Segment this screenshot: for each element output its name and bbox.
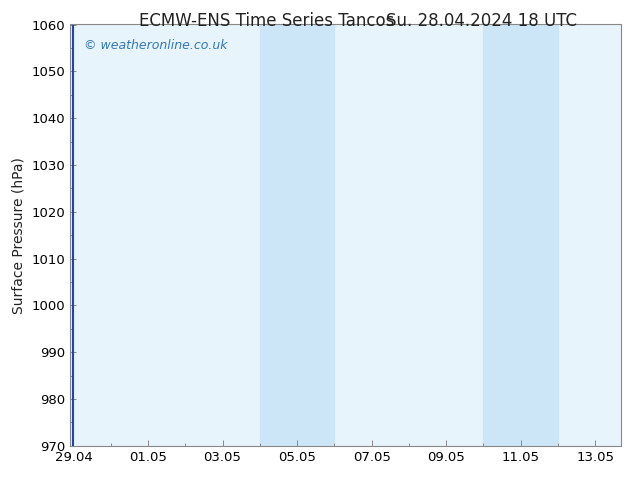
- Bar: [483, 24, 558, 446]
- Text: Su. 28.04.2024 18 UTC: Su. 28.04.2024 18 UTC: [386, 12, 578, 30]
- Text: ECMW-ENS Time Series Tancos: ECMW-ENS Time Series Tancos: [139, 12, 394, 30]
- Y-axis label: Surface Pressure (hPa): Surface Pressure (hPa): [11, 157, 25, 314]
- Bar: [260, 24, 334, 446]
- Text: © weatheronline.co.uk: © weatheronline.co.uk: [84, 39, 227, 52]
